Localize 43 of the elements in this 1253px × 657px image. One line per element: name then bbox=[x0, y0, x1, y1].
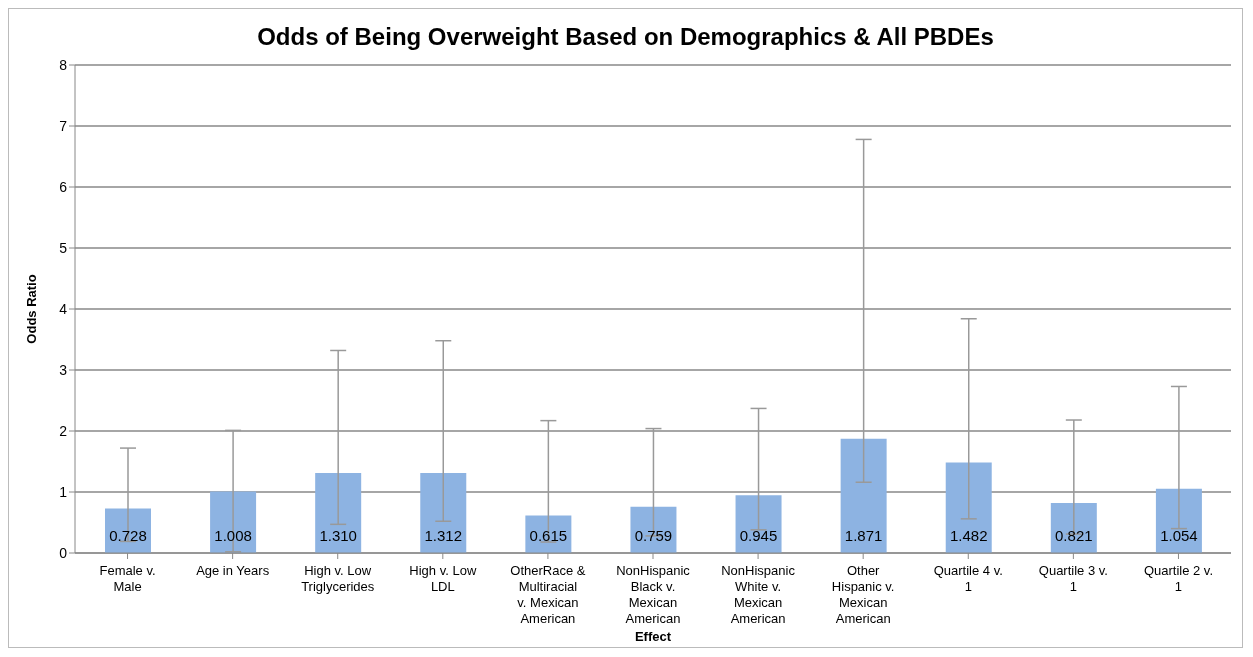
data-label: 1.054 bbox=[1160, 527, 1198, 544]
y-tick-label: 0 bbox=[59, 544, 68, 561]
data-label: 0.945 bbox=[739, 527, 778, 544]
x-tick-label: Quartile 3 v. 1 bbox=[1038, 563, 1108, 594]
x-tick-label: Quartile 2 v. 1 bbox=[1143, 563, 1214, 594]
data-label: 1.871 bbox=[844, 527, 883, 544]
data-label: 1.312 bbox=[424, 527, 463, 544]
x-tick-label: Quartile 4 v. 1 bbox=[933, 563, 1003, 594]
x-axis-title: Effect bbox=[634, 629, 672, 644]
bar bbox=[1050, 502, 1097, 553]
x-tick-label: Other Hispanic v. Mexican American bbox=[831, 563, 895, 626]
y-tick-label: 3 bbox=[59, 361, 68, 378]
y-axis-title: Odds Ratio bbox=[23, 274, 39, 344]
y-tick-label: 2 bbox=[59, 422, 68, 439]
x-tick-label: OtherRace & Multiracial v. Mexican American bbox=[510, 563, 586, 626]
y-tick-label: 5 bbox=[59, 239, 68, 256]
x-tick-label: NonHispanic Black v. Mexican American bbox=[616, 563, 691, 626]
bar bbox=[630, 506, 677, 553]
data-label: 1.310 bbox=[319, 527, 357, 544]
y-tick-label: 4 bbox=[59, 300, 68, 317]
x-tick-label: Female v. Male bbox=[99, 563, 156, 594]
x-tick-label: Age in Years bbox=[196, 563, 270, 578]
data-label: 1.008 bbox=[214, 527, 252, 544]
bar bbox=[315, 473, 362, 553]
bar bbox=[210, 491, 257, 553]
bar bbox=[735, 495, 782, 553]
data-label: 1.482 bbox=[949, 527, 988, 544]
bar bbox=[1155, 488, 1202, 553]
x-tick-label: High v. Low LDL bbox=[409, 563, 477, 594]
y-tick-label: 6 bbox=[59, 178, 68, 195]
bar bbox=[420, 472, 467, 553]
data-label: 0.728 bbox=[109, 527, 147, 544]
data-label: 0.759 bbox=[634, 527, 673, 544]
data-label: 0.615 bbox=[529, 527, 568, 544]
bar bbox=[840, 438, 887, 553]
chart-title: Odds of Being Overweight Based on Demographics & All PBDEs bbox=[256, 22, 995, 52]
data-label: 0.821 bbox=[1055, 527, 1093, 544]
x-tick-label: NonHispanic White v. Mexican American bbox=[721, 563, 796, 626]
y-tick-label: 8 bbox=[59, 56, 68, 73]
y-tick-label: 1 bbox=[59, 483, 68, 500]
x-tick-label: High v. Low Triglycerides bbox=[301, 563, 375, 594]
bar bbox=[945, 462, 992, 553]
y-tick-label: 7 bbox=[59, 117, 68, 134]
